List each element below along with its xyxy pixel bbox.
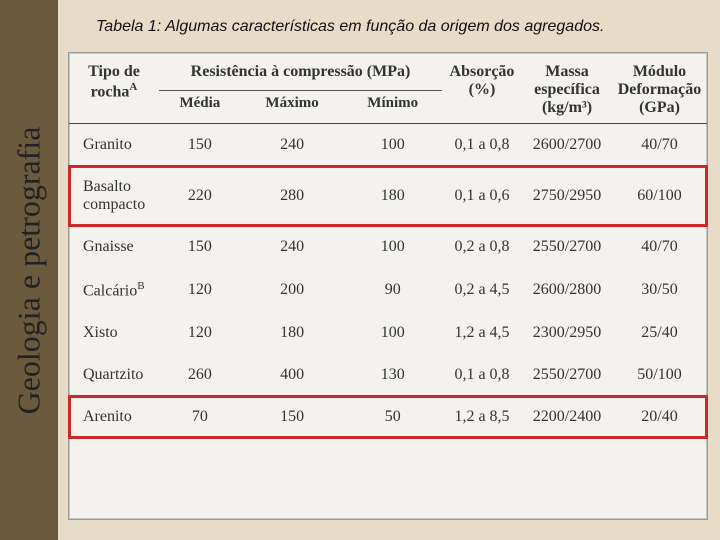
cell-max: 280 [241,166,344,226]
cell-media: 260 [159,354,241,396]
cell-max: 200 [241,268,344,312]
cell-media: 70 [159,396,241,438]
side-label: Geologia e petrografia [0,0,58,540]
cell-tipo: Xisto [69,312,159,354]
table-container: Tipo de rochaA Resistência à compressão … [68,52,708,520]
table-row: Basalto compacto2202801800,1 a 0,62750/2… [69,166,707,226]
col-resist-max: Máximo [241,91,344,124]
cell-massa: 2300/2950 [522,312,612,354]
cell-absor: 0,1 a 0,8 [442,354,522,396]
col-resist-min: Mínimo [343,91,442,124]
table-row: Xisto1201801001,2 a 4,52300/295025/40 [69,312,707,354]
cell-modulo: 30/50 [612,268,707,312]
cell-modulo: 60/100 [612,166,707,226]
cell-min: 100 [343,226,442,268]
cell-min: 90 [343,268,442,312]
cell-modulo: 25/40 [612,312,707,354]
cell-massa: 2600/2800 [522,268,612,312]
cell-tipo: Granito [69,124,159,167]
cell-min: 100 [343,124,442,167]
cell-min: 130 [343,354,442,396]
cell-max: 240 [241,124,344,167]
cell-tipo: Gnaisse [69,226,159,268]
cell-massa: 2550/2700 [522,226,612,268]
col-modulo: Módulo Deformação (GPa) [612,53,707,124]
cell-media: 150 [159,124,241,167]
col-absor: Absorção (%) [442,53,522,124]
col-resist: Resistência à compressão (MPa) [159,53,442,91]
cell-max: 150 [241,396,344,438]
rock-properties-table: Tipo de rochaA Resistência à compressão … [69,53,707,438]
cell-min: 50 [343,396,442,438]
cell-absor: 1,2 a 8,5 [442,396,522,438]
cell-min: 180 [343,166,442,226]
table-row: Quartzito2604001300,1 a 0,82550/270050/1… [69,354,707,396]
cell-modulo: 40/70 [612,124,707,167]
table-row: CalcárioB120200900,2 a 4,52600/280030/50 [69,268,707,312]
cell-massa: 2600/2700 [522,124,612,167]
col-tipo: Tipo de rochaA [69,53,159,124]
cell-max: 180 [241,312,344,354]
cell-media: 150 [159,226,241,268]
cell-modulo: 20/40 [612,396,707,438]
table-row: Granito1502401000,1 a 0,82600/270040/70 [69,124,707,167]
cell-modulo: 50/100 [612,354,707,396]
cell-modulo: 40/70 [612,226,707,268]
cell-massa: 2200/2400 [522,396,612,438]
table-row: Arenito70150501,2 a 8,52200/240020/40 [69,396,707,438]
cell-media: 120 [159,268,241,312]
table-caption: Tabela 1: Algumas características em fun… [96,18,604,36]
table-row: Gnaisse1502401000,2 a 0,82550/270040/70 [69,226,707,268]
cell-absor: 0,2 a 4,5 [442,268,522,312]
cell-absor: 1,2 a 4,5 [442,312,522,354]
cell-tipo: Arenito [69,396,159,438]
cell-absor: 0,1 a 0,6 [442,166,522,226]
cell-massa: 2550/2700 [522,354,612,396]
cell-tipo: Quartzito [69,354,159,396]
cell-max: 400 [241,354,344,396]
cell-media: 120 [159,312,241,354]
side-label-text: Geologia e petrografia [11,126,48,414]
col-massa: Massa específica (kg/m³) [522,53,612,124]
table-header: Tipo de rochaA Resistência à compressão … [69,53,707,124]
cell-tipo: CalcárioB [69,268,159,312]
col-tipo-super: A [129,81,137,93]
cell-absor: 0,1 a 0,8 [442,124,522,167]
cell-massa: 2750/2950 [522,166,612,226]
cell-tipo: Basalto compacto [69,166,159,226]
col-resist-media: Média [159,91,241,124]
cell-min: 100 [343,312,442,354]
cell-media: 220 [159,166,241,226]
table-body: Granito1502401000,1 a 0,82600/270040/70B… [69,124,707,439]
cell-absor: 0,2 a 0,8 [442,226,522,268]
cell-max: 240 [241,226,344,268]
